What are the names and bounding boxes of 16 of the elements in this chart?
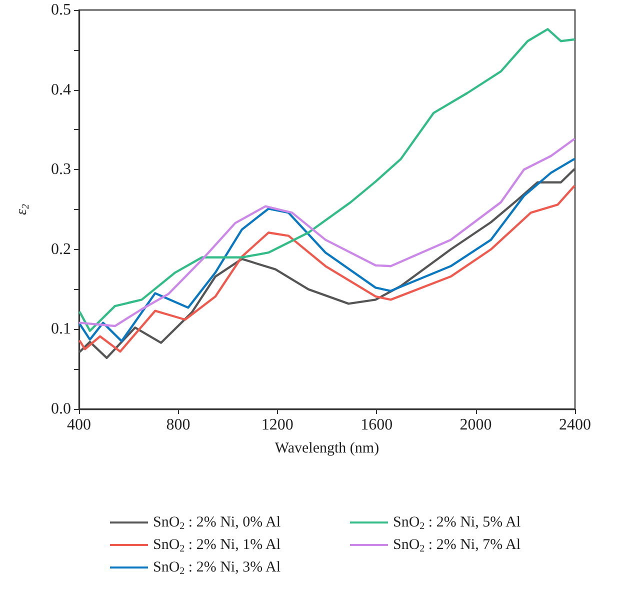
x-axis-title: Wavelength (nm) bbox=[274, 440, 380, 456]
y-tick-label: 0.4 bbox=[51, 81, 71, 98]
x-tick-label: 800 bbox=[166, 416, 190, 434]
line-series bbox=[78, 138, 576, 328]
y-tick-label: 0.2 bbox=[51, 240, 71, 258]
x-tick-label: 2000 bbox=[460, 416, 492, 434]
y-tick-label: 0.1 bbox=[51, 320, 71, 338]
x-tick-label: 1200 bbox=[261, 416, 294, 434]
x-tick-label: 400 bbox=[67, 416, 91, 434]
x-tick-label: 2400 bbox=[559, 416, 591, 434]
y-axis-title: ε2 bbox=[14, 204, 32, 215]
line-series bbox=[78, 28, 576, 332]
x-tick-label: 1600 bbox=[360, 416, 393, 434]
y-tick-label: 0.5 bbox=[51, 2, 71, 18]
y-tick-label: 0.0 bbox=[51, 400, 71, 418]
y-tick-label: 0.3 bbox=[51, 161, 71, 178]
